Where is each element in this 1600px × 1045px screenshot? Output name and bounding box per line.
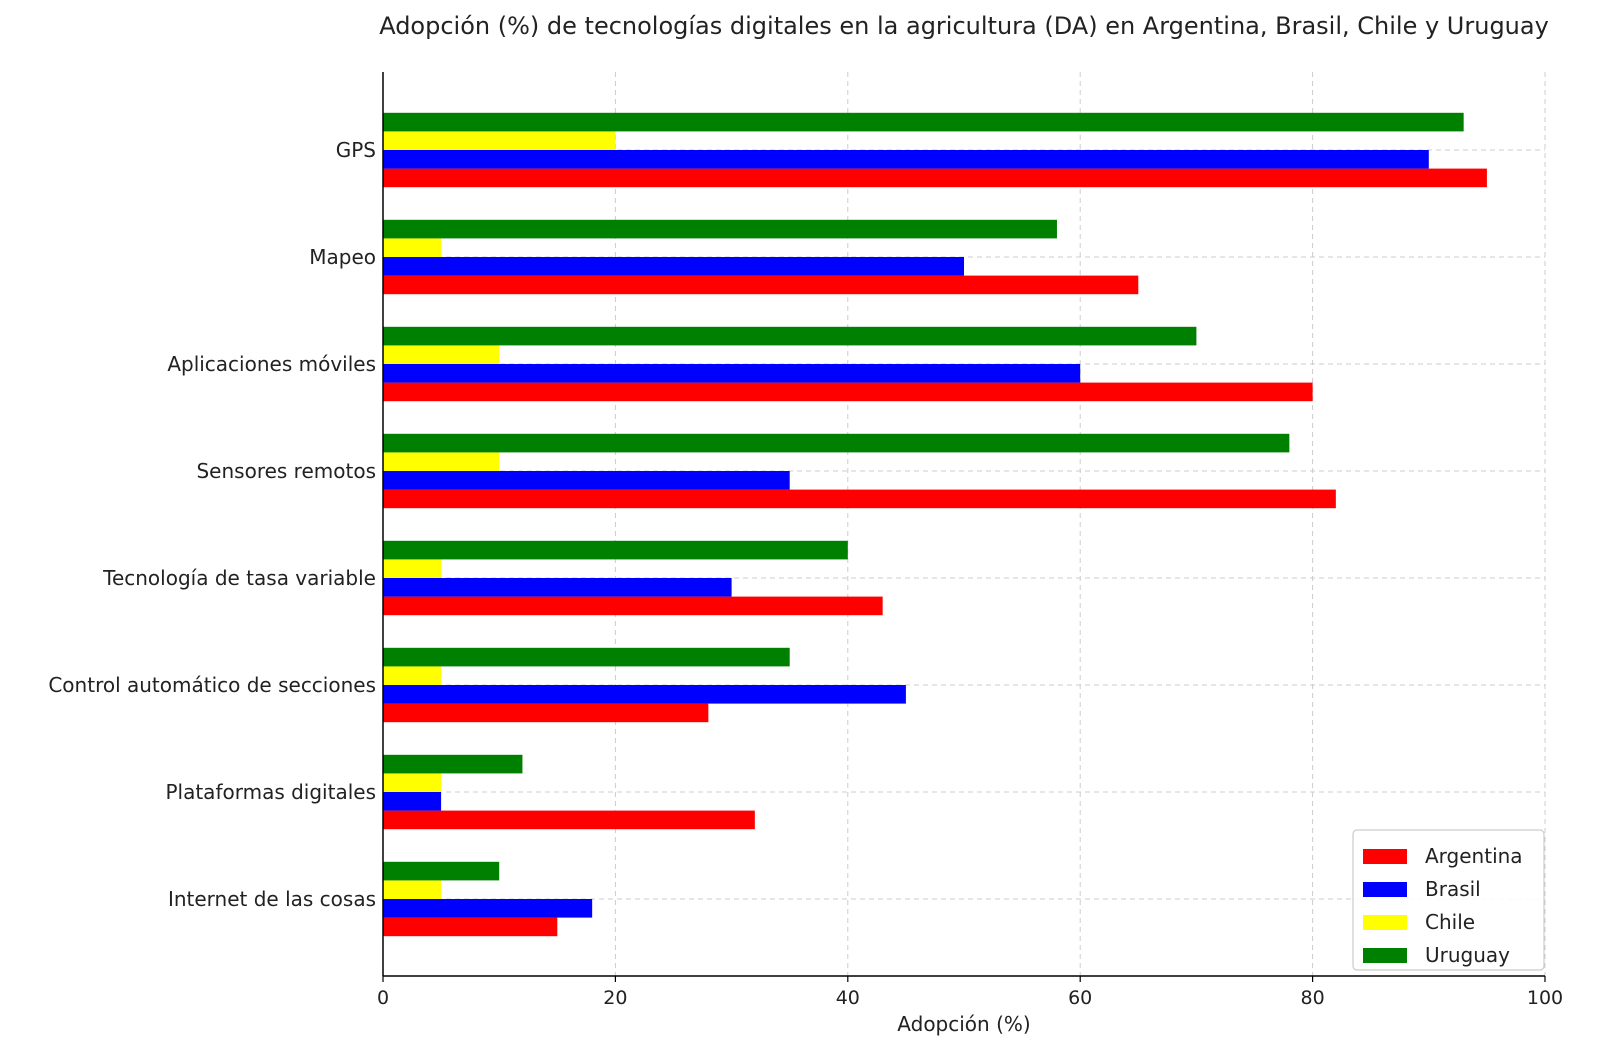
bar-argentina <box>383 168 1487 188</box>
x-tick-label: 60 <box>1068 987 1092 1009</box>
bar-argentina <box>383 275 1139 295</box>
category-label: Internet de las cosas <box>168 887 376 911</box>
bar-chile <box>383 880 442 899</box>
bar-brasil <box>383 899 593 918</box>
bar-chile <box>383 559 442 578</box>
bar-chile <box>383 345 500 364</box>
category-label: GPS <box>336 138 376 162</box>
legend: Argentina Brasil Chile Uruguay <box>1352 829 1545 971</box>
category-label: Control automático de secciones <box>48 673 376 697</box>
bar-brasil <box>383 471 790 490</box>
bar-brasil <box>383 578 732 597</box>
bar-uruguay <box>383 219 1057 239</box>
x-tick-label: 20 <box>603 987 627 1009</box>
bar-brasil <box>383 257 964 276</box>
bar-uruguay <box>383 540 848 560</box>
bar-brasil <box>383 150 1429 169</box>
bar-chile <box>383 452 500 471</box>
category-labels: GPS Mapeo Aplicaciones móviles Sensores rem… <box>48 138 376 911</box>
bar-argentina <box>383 596 883 616</box>
x-tick-label: 80 <box>1301 987 1325 1009</box>
x-tick-label: 100 <box>1527 987 1563 1009</box>
axes <box>382 72 1545 977</box>
bar-uruguay <box>383 861 500 881</box>
x-ticks: 0 20 40 60 80 100 <box>377 976 1563 1009</box>
bar-argentina <box>383 382 1313 402</box>
legend-label-chile: Chile <box>1425 910 1475 934</box>
category-label: Tecnología de tasa variable <box>102 566 376 590</box>
legend-label-uruguay: Uruguay <box>1425 943 1510 967</box>
x-tick-label: 0 <box>377 987 389 1009</box>
bar-uruguay <box>383 433 1290 453</box>
bar-argentina <box>383 703 709 723</box>
bar-brasil <box>383 792 442 811</box>
bar-chile <box>383 773 442 792</box>
category-label: Aplicaciones móviles <box>167 352 376 376</box>
bar-uruguay <box>383 647 790 667</box>
legend-label-argentina: Argentina <box>1425 844 1523 868</box>
x-axis-label: Adopción (%) <box>897 1012 1030 1036</box>
bars <box>383 112 1487 937</box>
chart-title: Adopción (%) de tecnologías digitales en… <box>379 12 1549 40</box>
category-label: Plataformas digitales <box>165 780 376 804</box>
bar-chile <box>383 131 616 150</box>
legend-swatch-uruguay <box>1363 948 1407 963</box>
legend-swatch-chile <box>1363 915 1407 930</box>
bar-chile <box>383 666 442 685</box>
legend-swatch-brasil <box>1363 882 1407 897</box>
bar-brasil <box>383 364 1081 383</box>
bar-argentina <box>383 489 1336 509</box>
legend-swatch-argentina <box>1363 849 1407 864</box>
bar-argentina <box>383 917 558 937</box>
x-tick-label: 40 <box>836 987 860 1009</box>
bar-chile <box>383 238 442 257</box>
bar-argentina <box>383 810 755 830</box>
bar-uruguay <box>383 326 1197 346</box>
category-label: Sensores remotos <box>196 459 376 483</box>
bar-brasil <box>383 685 906 704</box>
legend-label-brasil: Brasil <box>1425 877 1481 901</box>
bar-uruguay <box>383 754 523 774</box>
category-label: Mapeo <box>309 245 376 269</box>
legend-box <box>1352 829 1545 971</box>
bar-uruguay <box>383 112 1464 132</box>
